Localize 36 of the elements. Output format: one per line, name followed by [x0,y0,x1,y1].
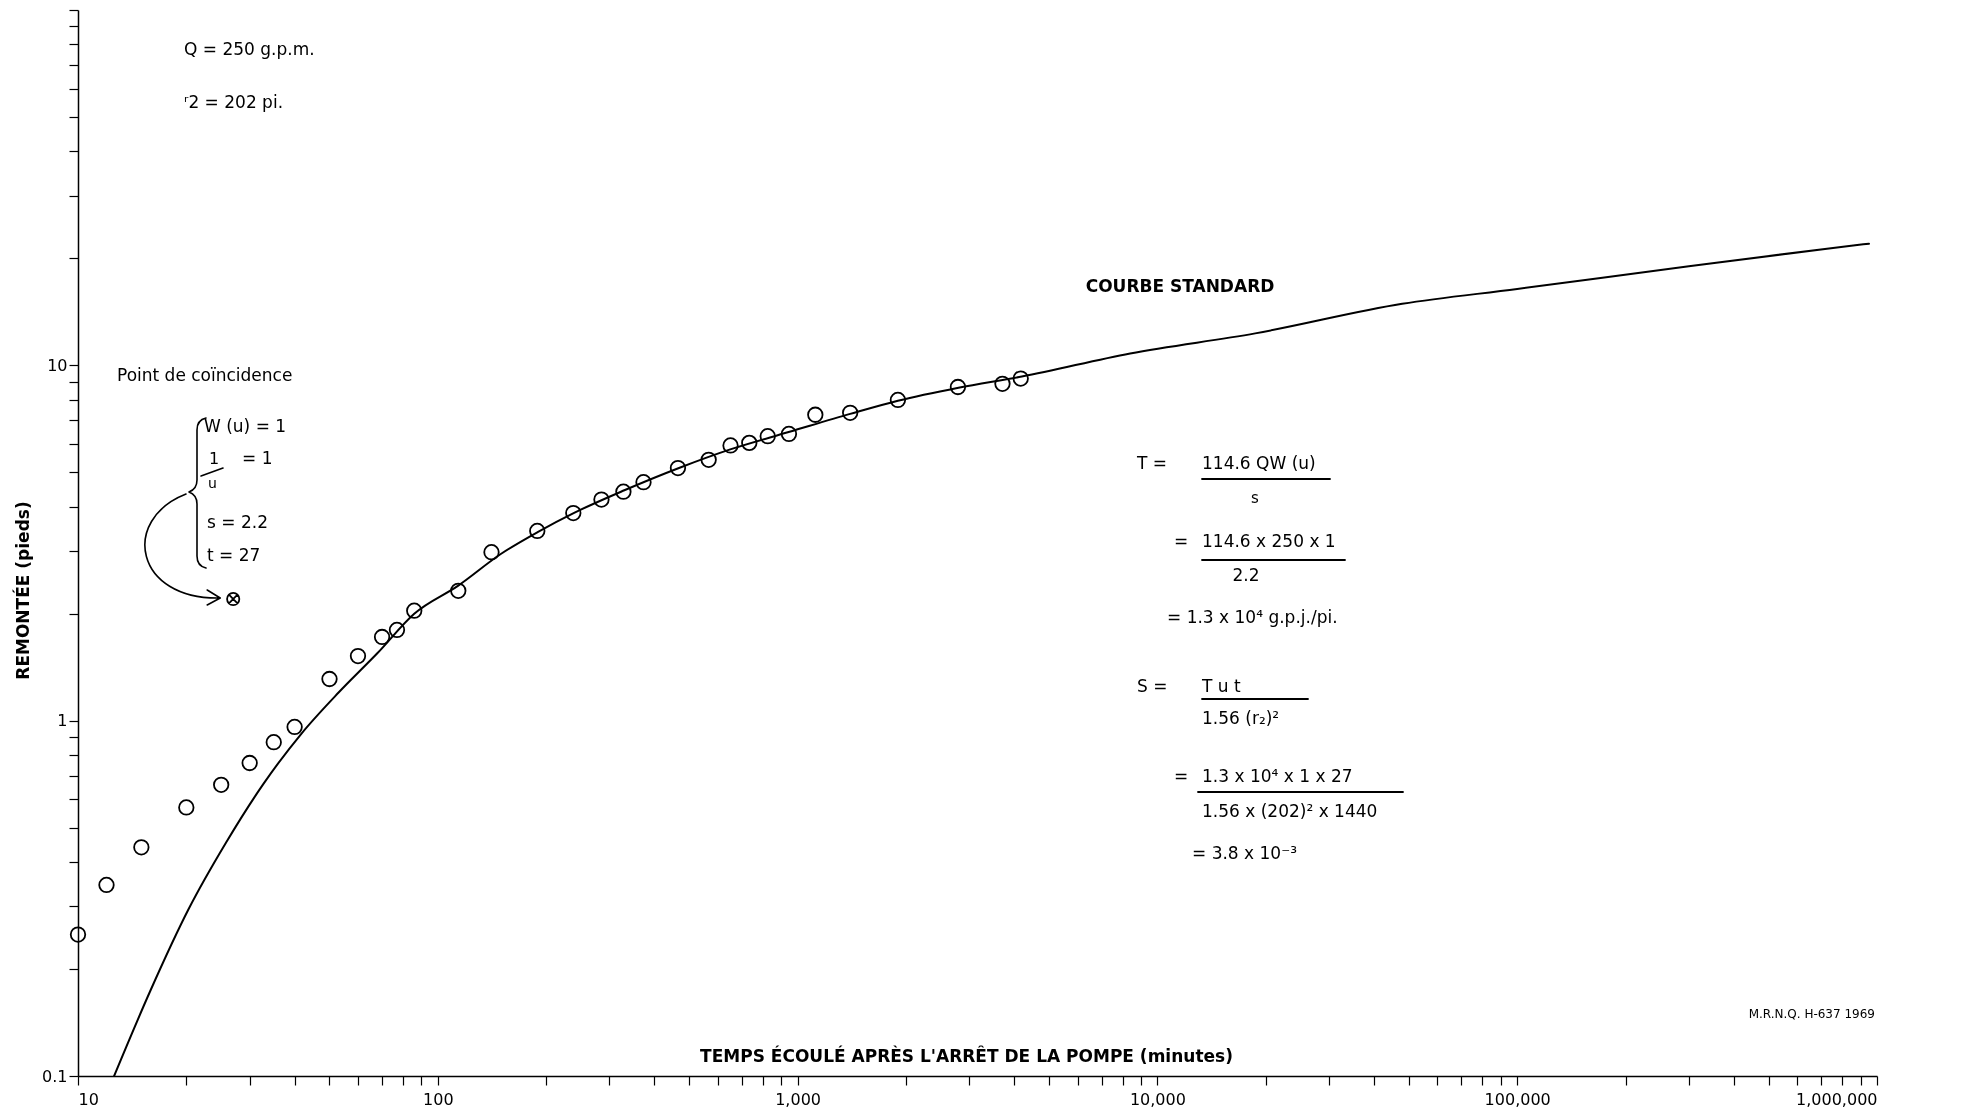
annotation: 1.3 x 10⁴ x 1 x 27 [1202,766,1353,786]
x-tick-label: 10,000 [1129,1089,1186,1109]
annotation: T = [1136,453,1168,473]
annotation: T u t [1201,676,1241,696]
annotation: 114.6 x 250 x 1 [1202,531,1336,551]
x-axis-title: TEMPS ÉCOULÉ APRÈS L'ARRÊT DE LA POMPE (minutes) [700,1044,1233,1066]
x-tick-label: 10 [78,1089,99,1109]
annotation: = 3.8 x 10⁻³ [1192,843,1297,863]
series-label: COURBE STANDARD [1085,276,1275,296]
y-axis-title: REMONTÉE (pieds) [11,501,33,680]
annotation: u [208,475,217,491]
x-tick-label: 1,000,000 [1796,1089,1878,1109]
annotation: s [1251,489,1260,507]
annotation: 1 [209,449,220,468]
annotation: = [1174,531,1189,551]
annotation: = 1 [242,448,273,468]
annotation: Q = 250 g.p.m. [184,39,315,59]
annotation: M.R.N.Q. H-637 1969 [1748,1007,1875,1021]
annotation: 2.2 [1232,565,1260,585]
y-tick-label: 0.1 [42,1066,68,1086]
annotation: t = 27 [207,545,261,565]
y-tick-label: 1 [57,711,68,731]
annotation: = 1.3 x 10⁴ g.p.j./pi. [1167,607,1338,627]
annotation: = [1174,766,1189,786]
y-tick-label: 10 [47,355,68,375]
x-tick-label: 100 [423,1089,454,1109]
annotation: 1.56 (r₂)² [1202,708,1280,728]
x-tick-label: 1,000 [775,1089,822,1109]
annotation: S = [1137,676,1168,696]
annotation: Point de coïncidence [117,365,293,385]
annotation: W (u) = 1 [204,416,287,436]
annotation: s = 2.2 [207,512,268,532]
annotation: 1.56 x (202)² x 1440 [1202,801,1378,821]
annotation: 114.6 QW (u) [1202,453,1316,473]
annotation: ʳ2 = 202 pi. [184,92,284,112]
x-tick-label: 100,000 [1484,1089,1551,1109]
